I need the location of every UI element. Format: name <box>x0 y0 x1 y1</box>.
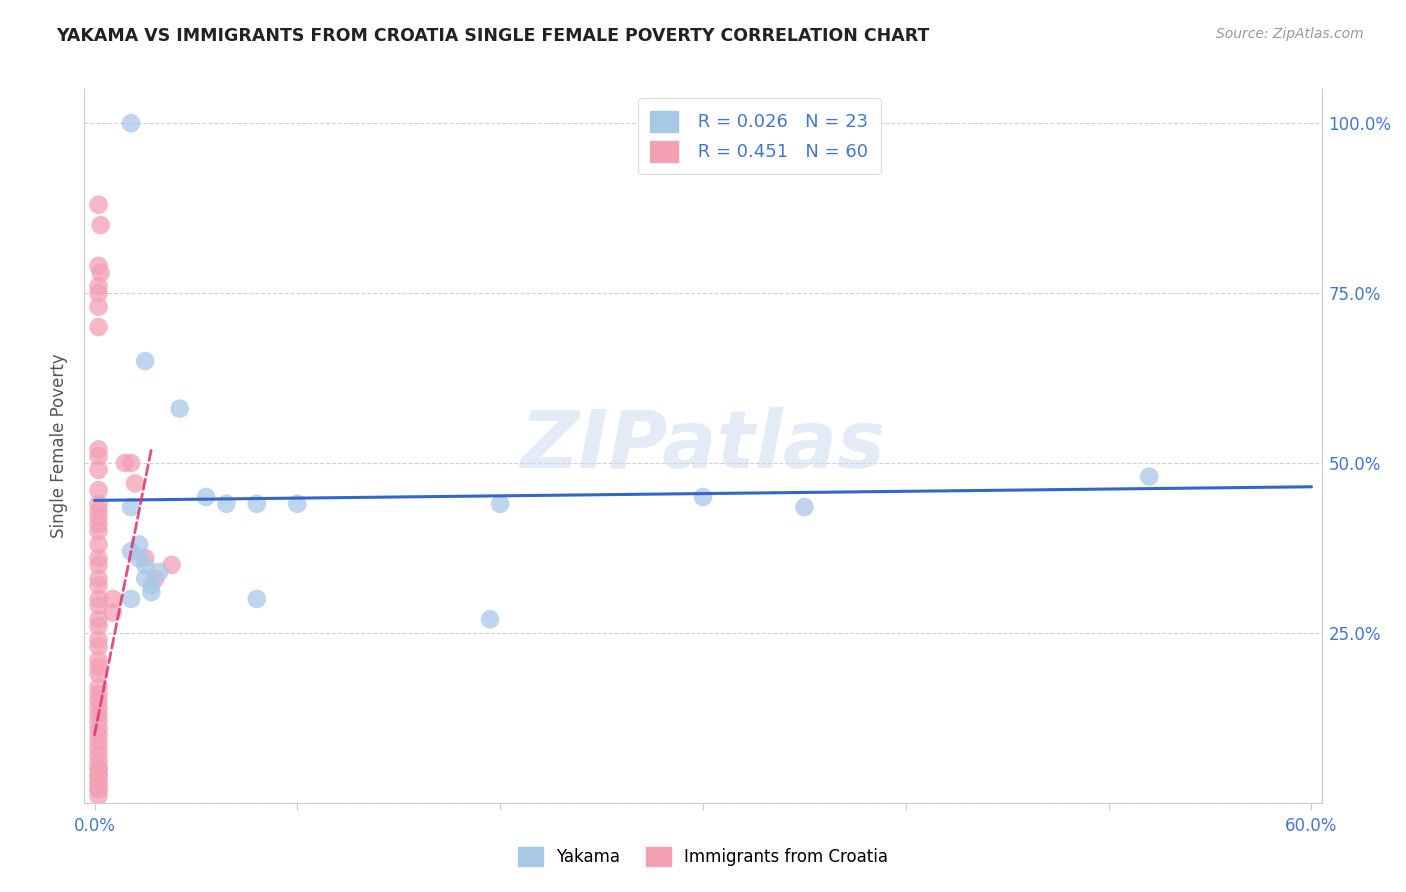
Point <box>87 591 110 606</box>
Point <box>87 789 110 803</box>
Point <box>87 714 110 729</box>
Point <box>87 782 110 797</box>
Point <box>87 449 110 463</box>
Point <box>87 572 110 586</box>
Point <box>87 707 110 722</box>
Point <box>101 606 124 620</box>
Point <box>87 510 110 524</box>
Point <box>489 497 512 511</box>
Point <box>285 497 308 511</box>
Point <box>87 775 110 789</box>
Point <box>87 666 110 681</box>
Point <box>87 748 110 763</box>
Point <box>87 483 110 498</box>
Point <box>169 401 191 416</box>
Legend: Yakama, Immigrants from Croatia: Yakama, Immigrants from Croatia <box>512 840 894 873</box>
Point <box>87 524 110 538</box>
Point <box>90 266 112 280</box>
Point <box>246 591 269 606</box>
Point <box>120 500 142 515</box>
Point <box>128 537 150 551</box>
Point <box>87 599 110 613</box>
Point <box>215 497 238 511</box>
Point <box>87 755 110 769</box>
Point <box>87 286 110 301</box>
Point <box>134 572 156 586</box>
Point <box>87 537 110 551</box>
Point <box>101 591 124 606</box>
Point <box>246 497 269 511</box>
Point <box>87 775 110 789</box>
Point <box>87 769 110 783</box>
Point <box>124 476 146 491</box>
Point <box>134 551 156 566</box>
Point <box>87 517 110 532</box>
Point <box>195 490 218 504</box>
Point <box>87 442 110 457</box>
Point <box>141 585 163 599</box>
Point <box>120 544 142 558</box>
Point <box>87 551 110 566</box>
Point <box>87 694 110 708</box>
Point <box>148 565 170 579</box>
Point <box>87 320 110 334</box>
Point <box>87 700 110 714</box>
Point <box>120 591 142 606</box>
Point <box>87 762 110 776</box>
Point <box>87 762 110 776</box>
Point <box>87 721 110 735</box>
Text: YAKAMA VS IMMIGRANTS FROM CROATIA SINGLE FEMALE POVERTY CORRELATION CHART: YAKAMA VS IMMIGRANTS FROM CROATIA SINGLE… <box>56 27 929 45</box>
Point <box>87 300 110 314</box>
Point <box>87 660 110 674</box>
Point <box>87 279 110 293</box>
Point <box>1137 469 1160 483</box>
Point <box>87 687 110 701</box>
Point <box>143 572 166 586</box>
Point <box>87 680 110 694</box>
Y-axis label: Single Female Poverty: Single Female Poverty <box>51 354 69 538</box>
Point <box>87 640 110 654</box>
Point <box>692 490 714 504</box>
Point <box>90 218 112 232</box>
Point <box>87 653 110 667</box>
Text: Source: ZipAtlas.com: Source: ZipAtlas.com <box>1216 27 1364 41</box>
Point <box>120 456 142 470</box>
Point <box>87 463 110 477</box>
Point <box>114 456 136 470</box>
Point <box>479 612 502 626</box>
Point <box>87 259 110 273</box>
Point <box>87 728 110 742</box>
Text: ZIPatlas: ZIPatlas <box>520 407 886 485</box>
Point <box>87 558 110 572</box>
Point <box>87 497 110 511</box>
Point <box>87 612 110 626</box>
Point <box>87 619 110 633</box>
Point <box>134 558 156 572</box>
Point <box>120 116 142 130</box>
Point <box>87 734 110 748</box>
Point <box>793 500 815 515</box>
Point <box>87 782 110 797</box>
Point <box>87 578 110 592</box>
Point <box>134 354 156 368</box>
Point <box>160 558 183 572</box>
Point <box>87 741 110 756</box>
Point <box>87 503 110 517</box>
Point <box>87 198 110 212</box>
Point <box>87 769 110 783</box>
Point <box>128 551 150 566</box>
Point <box>141 578 163 592</box>
Point <box>87 632 110 647</box>
